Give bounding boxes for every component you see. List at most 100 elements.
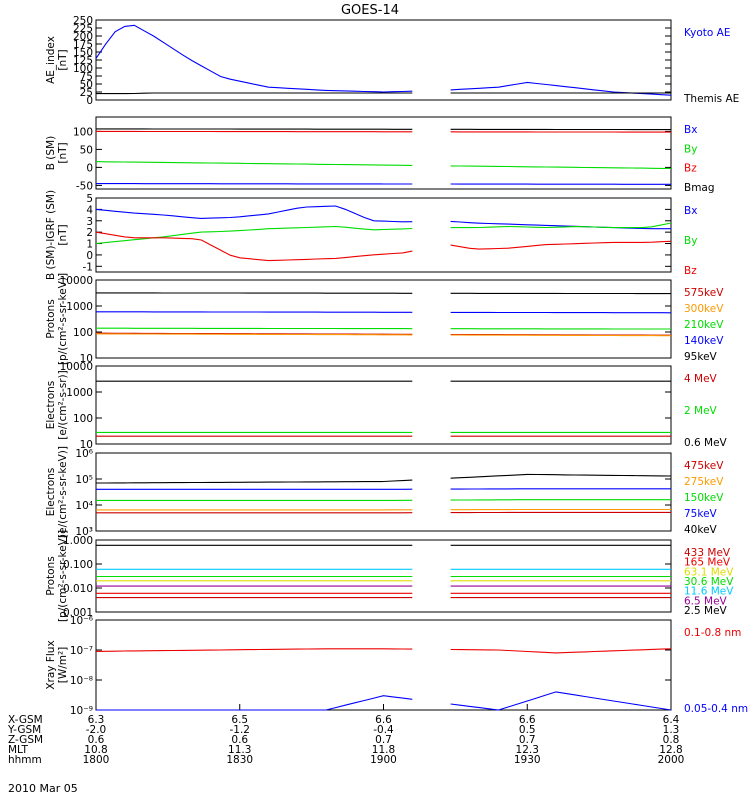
legend-entry: 150keV <box>684 492 724 504</box>
y-tick-label: -50 <box>76 180 93 192</box>
x-tick-label: 1.3 <box>663 724 680 736</box>
y-tick-label: 50 <box>80 144 93 156</box>
legend-entry: 30.6 MeV <box>684 576 734 588</box>
series-line-40kev <box>450 473 672 479</box>
panel-bsm: -50 0 50 100 B (SM) [nT] Bx By Bz Bmag <box>45 116 715 194</box>
y-tick-label: 225 <box>73 23 93 35</box>
legend-entry: 0.6 MeV <box>684 437 728 449</box>
y-tick-label: 50 <box>80 79 93 91</box>
y-tick-label: 0.100 <box>63 559 93 571</box>
legend-entry: 575keV <box>684 287 724 299</box>
series-line-kyoto-ae <box>95 24 413 93</box>
y-tick-label: 0 <box>86 95 93 107</box>
panel-frame <box>95 452 672 532</box>
legend-entry: Kyoto AE <box>684 27 730 39</box>
y-axis-label: [p/(cm²-s-sr-keV)] <box>57 530 69 622</box>
legend-entry: Bx <box>684 205 697 217</box>
legend-entry: 75keV <box>684 508 718 520</box>
date-label: 2010 Mar 05 <box>8 782 78 795</box>
x-tick-label: 0.6 <box>231 734 248 746</box>
legend-entry: Themis AE <box>683 93 739 105</box>
series-line-0-1-0-8-nm <box>450 648 672 654</box>
y-tick-label: 3 <box>86 216 93 228</box>
x-tick-label: -1.2 <box>230 724 251 736</box>
x-tick-label: 6.4 <box>663 714 680 726</box>
y-tick-label: 175 <box>73 39 93 51</box>
y-tick-label: 10⁻⁹ <box>70 705 93 717</box>
x-tick-label: 0.7 <box>519 734 536 746</box>
y-axis-label: [e/(cm²-s-sr-keV)] <box>57 446 69 538</box>
y-tick-label: 200 <box>73 31 93 43</box>
x-tick-label: 11.8 <box>372 744 395 756</box>
series-line-bz <box>95 231 413 262</box>
x-tick-label: 6.5 <box>231 714 248 726</box>
x-tick-label: 2000 <box>658 754 685 766</box>
x-tick-label: 1800 <box>83 754 110 766</box>
x-tick-label: 12.8 <box>659 744 682 756</box>
x-tick-label: 6.6 <box>519 714 536 726</box>
y-tick-label: 100 <box>73 126 93 138</box>
plot-title: GOES-14 <box>341 3 399 18</box>
series-line-575kev <box>96 332 413 335</box>
legend-entry: Bmag <box>684 182 715 194</box>
y-axis-label: [W/m²] <box>57 647 69 684</box>
y-tick-label: 10 <box>80 353 93 365</box>
x-tick-label: 1830 <box>226 754 253 766</box>
legend-entry: By <box>684 235 697 247</box>
y-tick-label: 1.000 <box>63 535 93 547</box>
y-axis-label: Electrons <box>45 381 57 430</box>
legend-entry: 475keV <box>684 460 724 472</box>
panel-frame <box>95 116 672 190</box>
series-line-40kev <box>96 479 413 484</box>
legend-entry: 63.1 MeV <box>684 566 734 578</box>
y-tick-label: 10⁴ <box>75 500 93 512</box>
panel-frame <box>95 365 672 445</box>
y-tick-label: 10000 <box>60 361 93 373</box>
x-tick-label: 0.8 <box>663 734 680 746</box>
y-tick-label: 0 <box>86 162 93 174</box>
legend-entry: By <box>684 143 697 155</box>
legend-entry: Bx <box>684 124 697 136</box>
legend-entry: 433 MeV <box>684 547 731 559</box>
y-tick-label: 5 <box>86 193 93 205</box>
x-tick-label: 12.3 <box>516 744 539 756</box>
panel-frame <box>95 279 672 359</box>
series-line-by <box>95 161 413 166</box>
y-tick-label: -1 <box>83 261 93 273</box>
y-axis-label: [nT] <box>57 49 69 70</box>
x-tick-label: 6.3 <box>88 714 105 726</box>
series-line-300kev <box>95 333 413 336</box>
x-tick-label: 6.6 <box>375 714 392 726</box>
panel-protons2: 0.001 0.010 0.100 1.000 Protons [p/(cm²-s-sr-… <box>45 530 734 622</box>
legend-entry: Bz <box>684 163 697 175</box>
legend-entry: 165 MeV <box>684 557 731 569</box>
y-tick-label: 4 <box>86 204 93 216</box>
y-tick-label: 1 <box>86 239 93 251</box>
x-tick-label: 0.6 <box>88 734 105 746</box>
y-tick-label: 125 <box>73 55 93 67</box>
series-line-0-05-0-4-nm <box>96 695 413 711</box>
series-line-by <box>95 225 413 245</box>
legend-entry: 300keV <box>684 303 724 315</box>
x-tick-label: -0.4 <box>373 724 394 736</box>
legend-entry: 0.05-0.4 nm <box>684 703 748 715</box>
legend-entry: 275keV <box>684 476 724 488</box>
series-line-0-05-0-4-nm <box>450 691 672 711</box>
x-axis-row-label: MLT <box>8 744 28 756</box>
panel-frame <box>95 19 672 101</box>
y-tick-label: 1000 <box>66 387 93 399</box>
y-tick-label: 10000 <box>60 275 93 287</box>
x-tick-label: 1900 <box>370 754 397 766</box>
y-axis-label: [nT] <box>57 142 69 163</box>
x-axis-row-label: Z-GSM <box>8 734 43 746</box>
x-axis-row-label: Y-GSM <box>7 724 41 736</box>
y-tick-label: 10⁻⁶ <box>70 615 93 627</box>
series-line-bx <box>450 220 671 230</box>
y-tick-label: 100 <box>73 63 93 75</box>
legend-entry: 4 MeV <box>684 373 718 385</box>
series-line-by <box>450 222 672 229</box>
